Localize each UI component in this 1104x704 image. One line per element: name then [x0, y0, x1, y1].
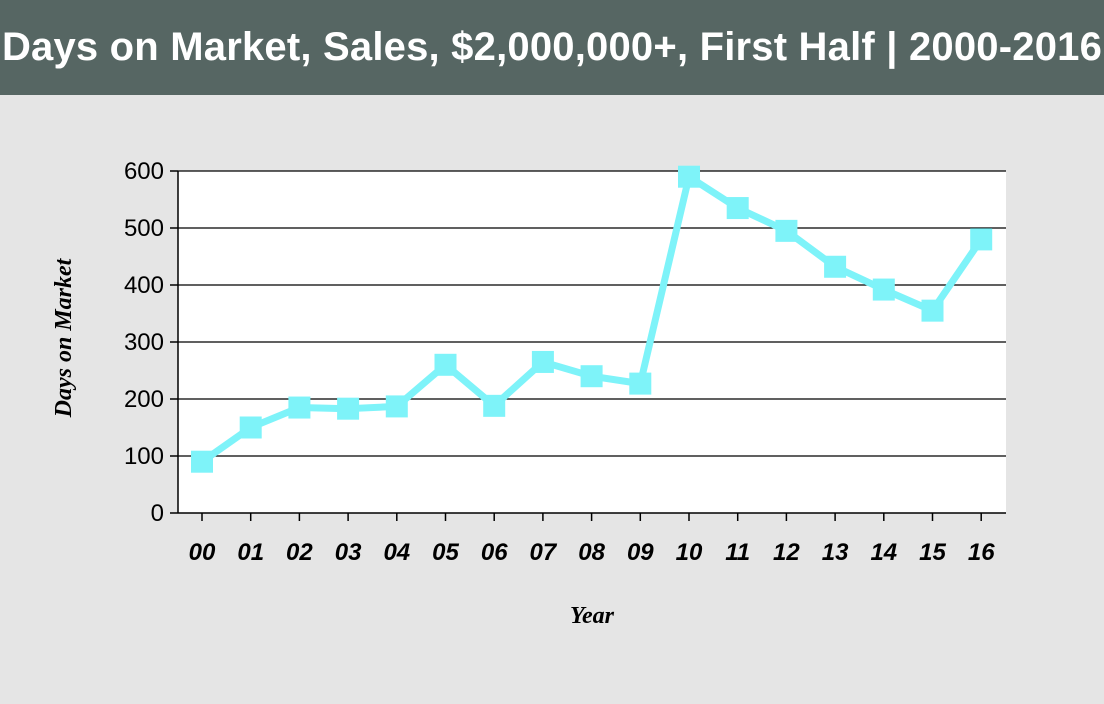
data-point-marker [580, 365, 603, 388]
data-point-marker [872, 278, 895, 301]
x-tick-label: 13 [822, 539, 849, 566]
data-point-marker [678, 165, 700, 188]
x-tick-label: 14 [870, 539, 897, 566]
series-line-group [191, 165, 993, 473]
data-point-marker [921, 299, 944, 322]
data-point-marker [385, 395, 408, 418]
data-point-marker [775, 219, 798, 242]
title-bar: Days on Market, Sales, $2,000,000+, Firs… [0, 0, 1104, 95]
y-tick-label: 100 [124, 443, 164, 470]
data-point-marker [434, 353, 457, 376]
data-point-marker [288, 396, 311, 419]
data-point-marker [531, 350, 554, 373]
x-tick-label: 02 [286, 539, 313, 566]
line-chart: 0 100 200 300 400 500 600 00 01 02 03 04 05 06 07 08 09… [51, 158, 1006, 629]
data-point-marker [726, 197, 749, 220]
x-axis-label: Year [570, 603, 615, 629]
y-axis-ticks: 0 100 200 300 400 500 600 [124, 158, 178, 527]
x-tick-label: 09 [627, 539, 654, 566]
x-tick-label: 05 [432, 539, 459, 566]
y-tick-label: 400 [124, 272, 164, 299]
x-tick-label: 15 [919, 539, 946, 566]
y-tick-label: 500 [124, 215, 164, 242]
x-tick-label: 01 [237, 539, 264, 566]
data-point-marker [483, 394, 506, 417]
data-point-marker [337, 397, 360, 420]
x-tick-label: 03 [335, 539, 362, 566]
data-point-marker [239, 416, 262, 439]
x-axis-ticks: 00 01 02 03 04 05 06 07 08 09 10 11 12 13 14 15 16 [189, 513, 995, 566]
data-point-marker [191, 450, 213, 473]
data-point-marker [629, 372, 652, 395]
y-tick-label: 0 [151, 500, 164, 527]
x-tick-label: 08 [578, 539, 605, 566]
x-tick-label: 11 [725, 539, 750, 566]
data-point-marker [970, 228, 993, 251]
x-tick-label: 16 [968, 539, 995, 566]
y-tick-label: 600 [124, 158, 164, 185]
gridlines [178, 170, 1006, 457]
x-tick-label: 06 [481, 539, 508, 566]
x-tick-label: 10 [676, 539, 703, 566]
x-tick-label: 00 [189, 539, 216, 566]
x-tick-label: 04 [383, 539, 410, 566]
y-tick-label: 200 [124, 386, 164, 413]
x-tick-label: 07 [530, 539, 558, 566]
data-point-marker [824, 255, 847, 278]
y-tick-label: 300 [124, 329, 164, 356]
page-title: Days on Market, Sales, $2,000,000+, Firs… [1, 25, 1103, 69]
x-tick-label: 12 [773, 539, 800, 566]
y-axis-label: Days on Market [51, 257, 77, 418]
